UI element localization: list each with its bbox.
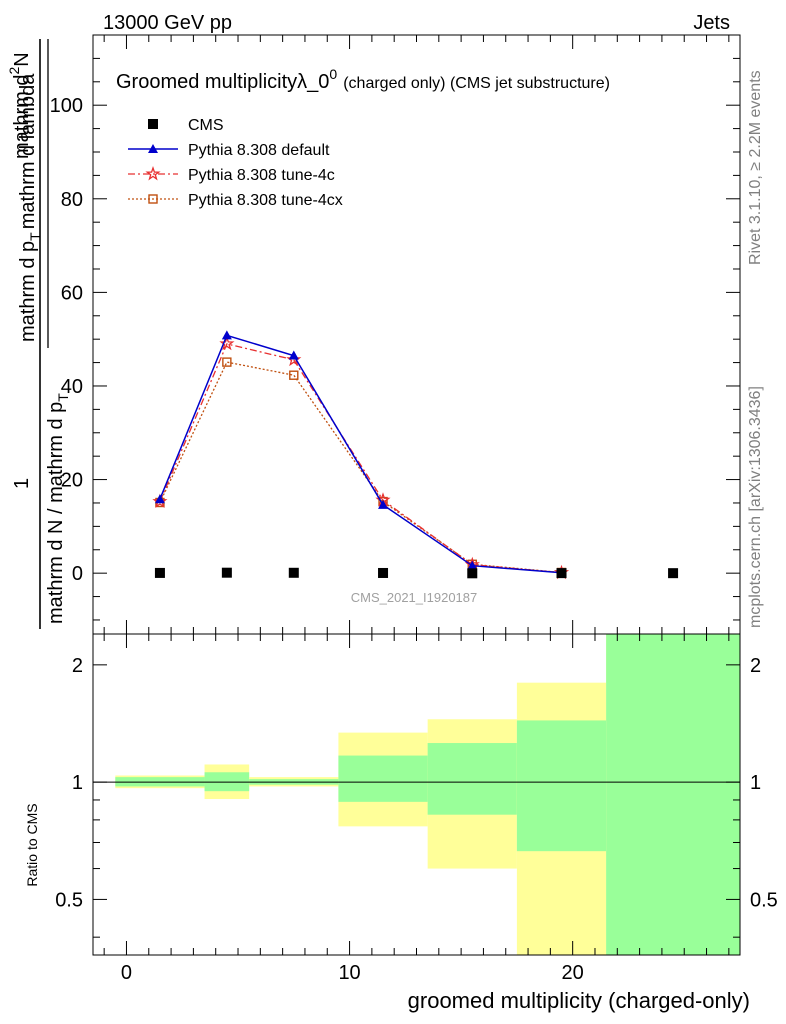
legend-label-pythia-8-308-default: Pythia 8.308 default: [188, 142, 330, 159]
main-ytick-label: 80: [61, 189, 83, 211]
mcplots-label: mcplots.cern.ch [arXiv:1306.3436]: [747, 386, 764, 628]
data-point-pythia-8-308-tune-4cx: [222, 357, 232, 367]
data-point-pythia-8-308-default: [221, 330, 232, 340]
data-point-pythia-8-308-default: [288, 350, 299, 360]
title-superscript: 0: [329, 66, 337, 82]
ylabel-den-2-pre: mathrm d p: [17, 241, 39, 342]
ratio-ytick-label-left: 2: [72, 655, 83, 677]
series-line-pythia-8-308-tune-4cx: [159, 361, 562, 574]
legend-marker-pythia-8-308-default: [148, 144, 158, 153]
ylabel-den-2-post: mathrm d lambda: [17, 73, 39, 229]
ylabel-den-2-sub: T: [27, 232, 43, 241]
ratio-ytick-label-right: 2: [750, 655, 761, 677]
data-point-pythia-8-308-default: [467, 560, 478, 570]
main-ytick-label: 0: [72, 563, 83, 585]
main-ytick-label: 40: [61, 376, 83, 398]
legend-marker-pythia-8-308-tune-4c: [145, 165, 161, 181]
series-line-pythia-8-308-tune-4c: [159, 343, 562, 574]
ylabel-den-1-group: mathrm d N / mathrm d pT: [45, 393, 71, 624]
legend-label-cms: CMS: [188, 117, 224, 134]
data-point-pythia-8-308-default: [378, 499, 389, 509]
data-point-pythia-8-308-tune-4c: [286, 351, 302, 367]
data-point-cms: [556, 568, 567, 579]
ylabel-den-1-sub: T: [55, 393, 71, 402]
ratio-band-green-6: [606, 634, 740, 955]
ratio-xtick-label: 10: [338, 962, 360, 984]
title-main: Groomed multiplicity: [116, 71, 297, 93]
data-point-cms: [221, 567, 232, 578]
ratio-ytick-label-left: 1: [72, 772, 83, 794]
ylabel-num-1: 1: [11, 478, 33, 489]
data-point-cms: [288, 567, 299, 578]
ylabel-num-2-group: mathrm d2N: [6, 52, 33, 159]
title-symbol: λ_0: [297, 71, 329, 93]
analysis-watermark: CMS_2021_I1920187: [351, 590, 478, 605]
data-point-cms: [467, 568, 478, 579]
ylabel-num-2-pre: mathrm d: [11, 75, 33, 159]
ratio-ytick-label-left: 0.5: [55, 889, 83, 911]
title-subtitle: (charged only) (CMS jet substructure): [343, 75, 610, 92]
ratio-band-green-5: [516, 720, 607, 852]
header-left: 13000 GeV pp: [103, 12, 232, 34]
data-point-pythia-8-308-tune-4c: [219, 335, 235, 351]
ratio-ytick-label-right: 1: [750, 772, 761, 794]
main-ytick-label: 100: [50, 95, 83, 117]
main-ytick-label: 20: [61, 470, 83, 492]
ratio-ytick-label-right: 0.5: [750, 889, 778, 911]
data-point-cms: [378, 567, 389, 578]
rivet-version-label: Rivet 3.1.10, ≥ 2.2M events: [747, 70, 764, 265]
ratio-band-green-4: [427, 743, 517, 815]
legend: CMS Pythia 8.308 default Pythia 8.308 tune…: [128, 117, 343, 209]
x-axis-label: groomed multiplicity (charged-only): [408, 988, 750, 1013]
plot-title: Groomed multiplicityλ_00 (charged only) (…: [116, 66, 610, 93]
data-point-cms: [668, 568, 679, 579]
ylabel-den-2-group: mathrm d pTmathrm d lambda: [17, 73, 43, 342]
ratio-band-green-3: [338, 755, 428, 802]
ylabel-num-2-sup: 2: [6, 67, 22, 75]
series-line-pythia-8-308-default: [159, 334, 562, 574]
data-point-cms: [154, 567, 165, 578]
ratio-bands: [93, 634, 740, 955]
ratio-xtick-label: 0: [121, 962, 132, 984]
legend-label-pythia-8-308-tune-4c: Pythia 8.308 tune-4c: [188, 167, 335, 184]
data-point-pythia-8-308-tune-4c: [152, 493, 168, 508]
data-point-pythia-8-308-tune-4cx: [289, 370, 299, 380]
ratio-xtick-label: 20: [562, 962, 584, 984]
data-point-pythia-8-308-default: [154, 494, 165, 504]
legend-label-pythia-8-308-tune-4cx: Pythia 8.308 tune-4cx: [188, 192, 343, 209]
legend-marker-cms: [148, 119, 158, 129]
main-series: [152, 330, 679, 580]
main-ylabel: 1 mathrm d N / mathrm d pT mathrm d2N ma…: [6, 39, 71, 629]
ylabel-num-2-post: N: [11, 52, 33, 66]
legend-marker-pythia-8-308-tune-4cx: [148, 194, 158, 204]
axes: 0 20 40 60 80 100 0 10 20 0.5 0.5 1 1 2 2: [50, 34, 778, 984]
header-right: Jets: [693, 12, 730, 34]
ratio-ylabel: Ratio to CMS: [24, 803, 40, 886]
main-ytick-label: 60: [61, 282, 83, 304]
ylabel-den-1: mathrm d N / mathrm d p: [45, 402, 67, 624]
